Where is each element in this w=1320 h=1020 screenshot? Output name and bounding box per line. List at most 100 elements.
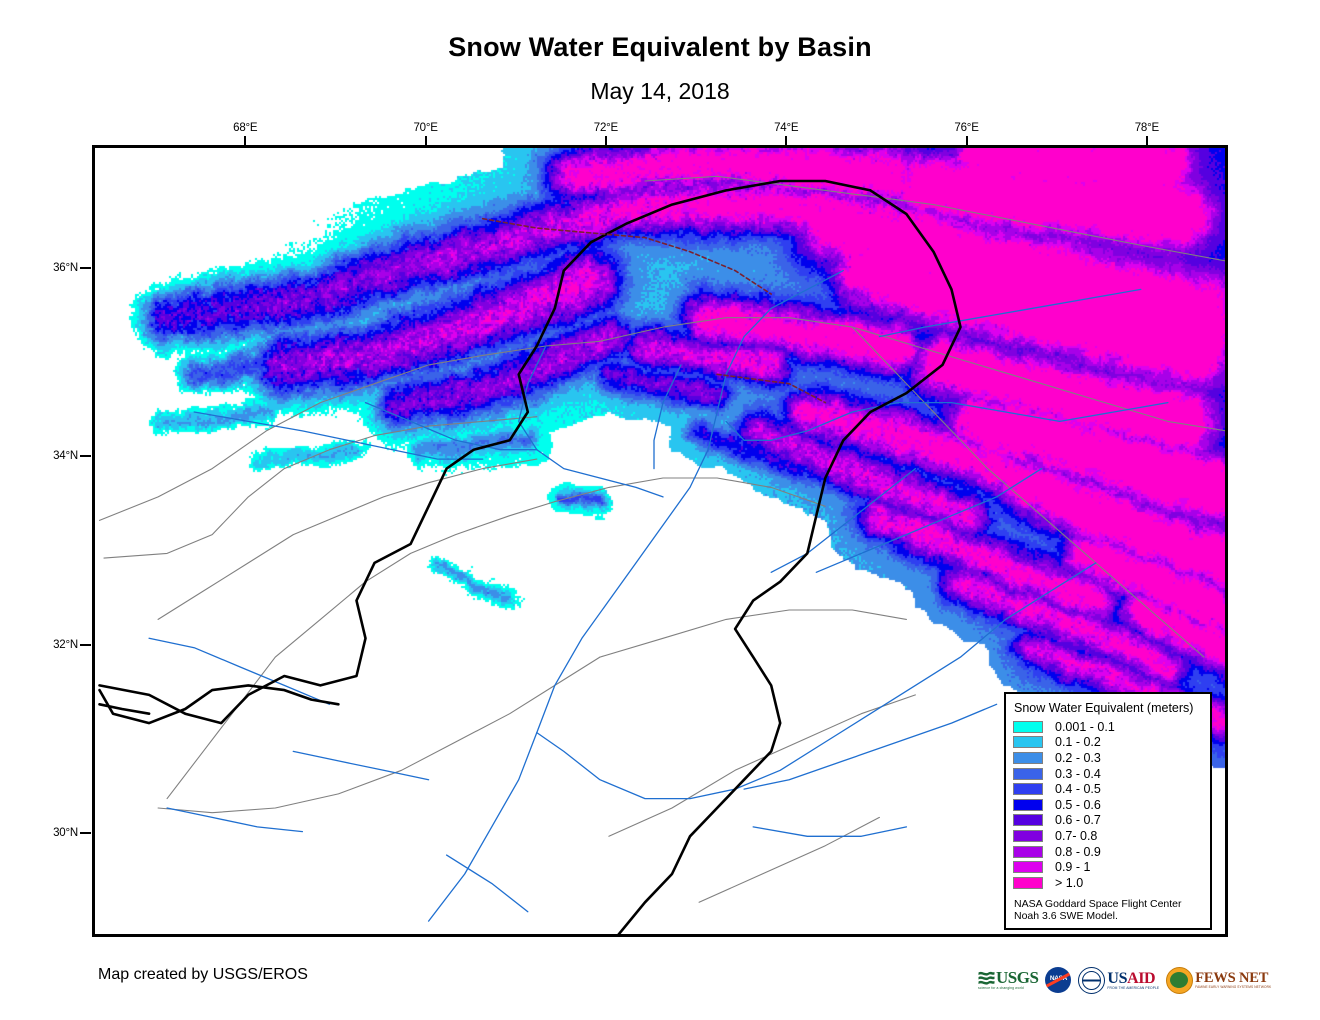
usaid-tagline: FROM THE AMERICAN PEOPLE <box>1107 985 1160 990</box>
usgs-wave-icon <box>978 971 995 985</box>
river-line <box>725 401 1169 441</box>
lon-tick-label: 74°E <box>774 122 799 134</box>
river-line <box>166 807 304 833</box>
basin-boundary <box>98 340 601 521</box>
legend-row: 0.1 - 0.2 <box>1013 735 1203 751</box>
river-line <box>427 269 844 922</box>
lon-tick-label: 70°E <box>413 122 438 134</box>
disputed-boundary <box>481 217 772 295</box>
usaid-wordmark: USAID <box>1107 969 1159 987</box>
lon-tick-mark <box>244 136 247 146</box>
legend-color-swatch <box>1013 876 1043 889</box>
legend-color-swatch <box>1013 798 1043 811</box>
lat-tick-mark <box>80 643 91 646</box>
fews-net-tagline: FAMINE EARLY WARNING SYSTEMS NETWORK <box>1195 985 1272 989</box>
legend-class-label: > 1.0 <box>1055 875 1084 890</box>
lat-tick-label: 36°N <box>53 261 78 274</box>
basin-boundary <box>608 694 916 837</box>
legend-color-swatch <box>1013 845 1043 858</box>
legend-row: 0.6 - 0.7 <box>1013 813 1203 829</box>
basin-boundary <box>554 477 826 507</box>
lon-tick-mark <box>965 136 968 146</box>
fews-globe-icon <box>1166 966 1194 994</box>
river-line <box>770 467 917 573</box>
fews-net-wordmark: FEWS NET <box>1195 970 1269 986</box>
legend-color-swatch <box>1013 720 1043 733</box>
legend-row: 0.001 - 0.1 <box>1013 719 1203 735</box>
lon-tick-label: 78°E <box>1134 122 1159 134</box>
legend-class-label: 0.6 - 0.7 <box>1055 813 1101 828</box>
map-credit: Map created by USGS/EROS <box>98 966 308 983</box>
legend-row: 0.3 - 0.4 <box>1013 766 1203 782</box>
basin-boundary <box>698 816 880 903</box>
basin-boundary <box>599 609 907 658</box>
river-line <box>193 411 484 460</box>
river-line <box>815 467 1043 573</box>
lon-tick-label: 76°E <box>954 122 979 134</box>
legend-class-list: 0.001 - 0.1 0.1 - 0.2 0.2 - 0.3 0.3 - 0.4 0.… <box>1013 719 1203 891</box>
legend-class-label: 0.4 - 0.5 <box>1055 782 1101 797</box>
lat-tick-label: 34°N <box>53 450 78 463</box>
usaid-word-us: US <box>1107 969 1128 987</box>
basin-boundary <box>157 458 538 620</box>
legend-class-label: 0.3 - 0.4 <box>1055 766 1101 781</box>
legend-class-label: 0.8 - 0.9 <box>1055 844 1101 859</box>
lon-tick-label: 72°E <box>593 122 619 134</box>
usgs-wordmark: USGS <box>996 968 1039 987</box>
page-subtitle-date: May 14, 2018 <box>590 78 730 104</box>
legend-row: 0.2 - 0.3 <box>1013 750 1203 766</box>
nasa-logo: NASA <box>1045 967 1072 993</box>
basin-boundary <box>157 656 601 814</box>
lon-tick-mark <box>424 136 427 146</box>
lat-tick-label: 30°N <box>53 827 78 840</box>
logo-bar: USGS science for a changing world NASA U… <box>978 962 1271 998</box>
lat-tick-mark <box>80 455 91 458</box>
legend-class-label: 0.2 - 0.3 <box>1055 750 1101 765</box>
legend-row: 0.5 - 0.6 <box>1013 797 1203 813</box>
lat-tick-mark <box>80 832 91 835</box>
basin-boundary <box>788 185 1225 262</box>
basin-boundary <box>851 326 1205 658</box>
usgs-tagline: science for a changing world <box>978 986 1024 990</box>
river-line <box>148 637 331 705</box>
country-border <box>98 703 151 715</box>
country-border <box>98 179 872 725</box>
basin-boundary <box>103 416 538 559</box>
legend-title: Snow Water Equivalent (meters) <box>1014 701 1194 715</box>
legend-color-swatch <box>1013 736 1043 749</box>
legend-color-swatch <box>1013 751 1043 764</box>
lat-tick-mark <box>80 266 91 269</box>
river-line <box>536 562 1097 800</box>
country-border <box>98 684 340 725</box>
legend-color-swatch <box>1013 814 1043 827</box>
map-vector-overlay <box>98 175 1225 934</box>
legend-color-swatch <box>1013 767 1043 780</box>
river-line <box>743 703 998 790</box>
legend-class-label: 0.001 - 0.1 <box>1055 719 1115 734</box>
usgs-logo: USGS science for a changing world <box>978 968 1039 990</box>
lon-tick-mark <box>1145 136 1148 146</box>
usaid-seal-icon <box>1078 966 1106 994</box>
usaid-logo: USAID FROM THE AMERICAN PEOPLE <box>1078 966 1160 994</box>
river-line <box>653 364 682 470</box>
river-line <box>752 826 908 837</box>
legend-row: 0.9 - 1 <box>1013 859 1203 875</box>
disputed-boundary <box>716 373 827 404</box>
legend-color-swatch <box>1013 783 1043 796</box>
map-legend: Snow Water Equivalent (meters) 0.001 - 0… <box>1004 692 1212 930</box>
legend-row: 0.8 - 0.9 <box>1013 844 1203 860</box>
lat-tick-label: 32°N <box>53 638 78 651</box>
legend-row: 0.7- 0.8 <box>1013 828 1203 844</box>
basin-boundary <box>166 501 556 800</box>
usaid-word-aid: AID <box>1127 969 1156 987</box>
legend-source-note: NASA Goddard Space Flight Center Noah 3.… <box>1014 897 1182 923</box>
legend-color-swatch <box>1013 861 1043 874</box>
legend-color-swatch <box>1013 829 1043 842</box>
legend-row: 0.4 - 0.5 <box>1013 781 1203 797</box>
river-line <box>292 750 430 781</box>
legend-class-label: 0.5 - 0.6 <box>1055 797 1101 812</box>
river-line <box>364 401 538 451</box>
legend-class-label: 0.7- 0.8 <box>1055 828 1098 843</box>
legend-class-label: 0.1 - 0.2 <box>1055 735 1101 750</box>
legend-row: > 1.0 <box>1013 875 1203 891</box>
